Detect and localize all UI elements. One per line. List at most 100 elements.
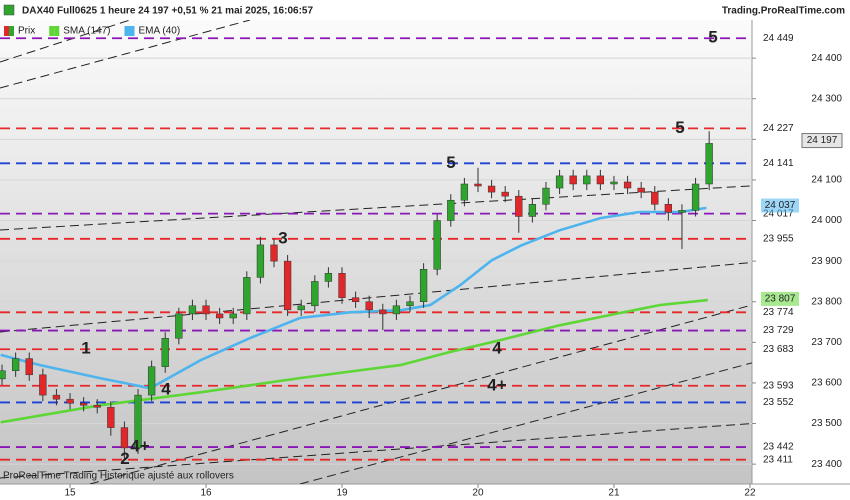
level-label: 23 955: [763, 233, 794, 244]
level-label: 23 552: [763, 397, 794, 408]
last-price-box: [801, 133, 843, 149]
y-tick-label: 23 900: [811, 256, 842, 267]
candle-body: [596, 175, 605, 185]
wave-label: 5: [446, 153, 455, 172]
indicator-last-label: 24 037: [765, 200, 796, 211]
y-tick-label: 24 300: [811, 93, 842, 104]
y-tick-label: 24 100: [811, 175, 842, 186]
candle-body: [243, 277, 251, 315]
wave-label: 5: [675, 118, 684, 137]
candle-body: [379, 309, 387, 315]
candle-body: [147, 366, 156, 396]
candle-body: [705, 143, 713, 185]
candle-body: [583, 175, 591, 185]
axis-background: [752, 20, 850, 484]
candle-body: [297, 305, 305, 311]
candle-body: [283, 260, 292, 311]
candle-body: [542, 187, 550, 205]
trendline: [0, 185, 752, 231]
x-tick-label: 19: [336, 488, 348, 499]
x-tick-label: 16: [200, 488, 212, 499]
candle-body: [569, 175, 577, 185]
candles: [0, 131, 713, 461]
x-tick-label: 20: [472, 488, 484, 499]
candle-body: [256, 244, 265, 278]
legend-label: EMA (40): [138, 26, 180, 37]
candle-body: [311, 281, 319, 307]
legend-swatch: [9, 26, 14, 36]
indicator-last-label: 23 807: [765, 294, 796, 305]
candle-body: [433, 220, 441, 270]
level-label: 23 774: [763, 307, 794, 318]
trendlines: [0, 20, 752, 484]
candle-body: [188, 305, 197, 315]
x-tick-label: 21: [608, 488, 620, 499]
header-icon: [3, 4, 15, 16]
candle-body: [351, 297, 360, 302]
x-tick-label: 22: [744, 488, 756, 499]
axis: 23 400 23 500 23 600 23 700 23 800 23 900 24 0…: [64, 33, 843, 499]
legend-swatch: [4, 26, 9, 36]
wave-label: 4: [492, 339, 502, 358]
y-tick-label: 23 500: [811, 418, 842, 429]
candle-body: [447, 199, 455, 221]
candle-body: [664, 204, 673, 213]
candle-body: [460, 183, 469, 201]
wave-label: 3: [278, 228, 287, 247]
trendline: [0, 20, 251, 89]
level-label: 23 442: [763, 442, 794, 453]
y-tick-label: 23 800: [811, 296, 842, 307]
candle-body: [202, 305, 210, 315]
trendline: [0, 422, 752, 479]
legend-label: Prix: [18, 26, 35, 37]
wave-label: 2: [120, 449, 129, 468]
candle-body: [52, 394, 61, 400]
candle-body: [229, 313, 237, 319]
level-label: 23 729: [763, 325, 794, 336]
legend: Prix SMA (147) EMA (40): [4, 26, 180, 37]
candle-body: [392, 305, 401, 315]
candle-body: [555, 175, 564, 189]
y-tick-label: 24 400: [811, 53, 842, 64]
candle-body: [39, 374, 47, 396]
candle-body: [419, 269, 428, 302]
wave-label: 4: [161, 380, 171, 399]
trendline: [0, 261, 752, 333]
indicator-line: [0, 206, 707, 390]
wave-label: 1: [81, 339, 90, 358]
candle-body: [365, 301, 373, 311]
candle-body: [678, 210, 686, 213]
candle-body: [66, 398, 74, 404]
candle-body: [134, 394, 142, 449]
trendline: [299, 362, 752, 484]
x-tick-label: 15: [64, 488, 76, 499]
wave-label: 4+: [130, 437, 149, 456]
wave-label: 4+: [487, 375, 506, 394]
candle-body: [11, 358, 20, 372]
candle-body: [623, 181, 632, 189]
indicator-last-box: [761, 291, 799, 306]
level-label: 24 227: [763, 123, 794, 134]
level-label: 23 411: [763, 454, 793, 465]
candle-body: [25, 358, 33, 376]
candle-body: [651, 191, 659, 205]
levels: [0, 37, 752, 461]
legend-swatch: [124, 26, 130, 36]
candle-body: [487, 185, 496, 193]
candle-body: [270, 244, 278, 262]
legend-label: SMA (147): [63, 26, 110, 37]
level-label: 24 017: [763, 208, 794, 219]
candle-body: [93, 405, 101, 408]
candle-body: [501, 191, 509, 197]
level-label: 24 449: [763, 33, 794, 44]
candle-body: [637, 187, 645, 193]
y-tick-label: 23 700: [811, 337, 842, 348]
wave-label: 5: [708, 28, 717, 47]
candle-body: [107, 407, 115, 428]
legend-swatch: [54, 26, 60, 36]
candle-body: [120, 427, 129, 449]
candle-body: [338, 273, 346, 298]
footer: ProRealTime Trading Historique ajusté au…: [3, 471, 234, 482]
